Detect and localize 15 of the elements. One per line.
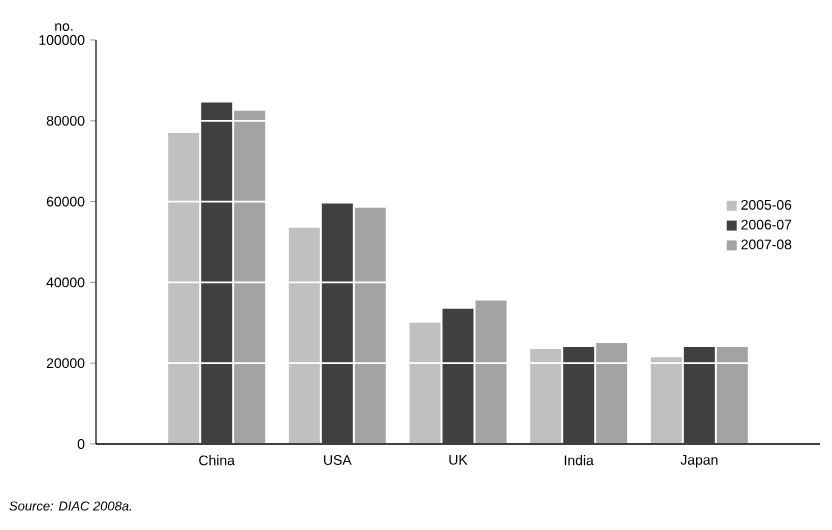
bar [530,349,562,444]
bar [596,343,628,444]
bar [409,322,441,444]
bar [683,347,715,444]
bar [475,300,507,444]
bar [563,347,595,444]
bar [716,347,748,444]
bar [201,102,233,444]
bar [168,132,200,444]
bar [321,203,353,444]
bar [354,207,386,444]
bar [288,227,320,444]
bar [442,308,474,444]
bar [650,357,682,444]
bar [234,110,266,444]
